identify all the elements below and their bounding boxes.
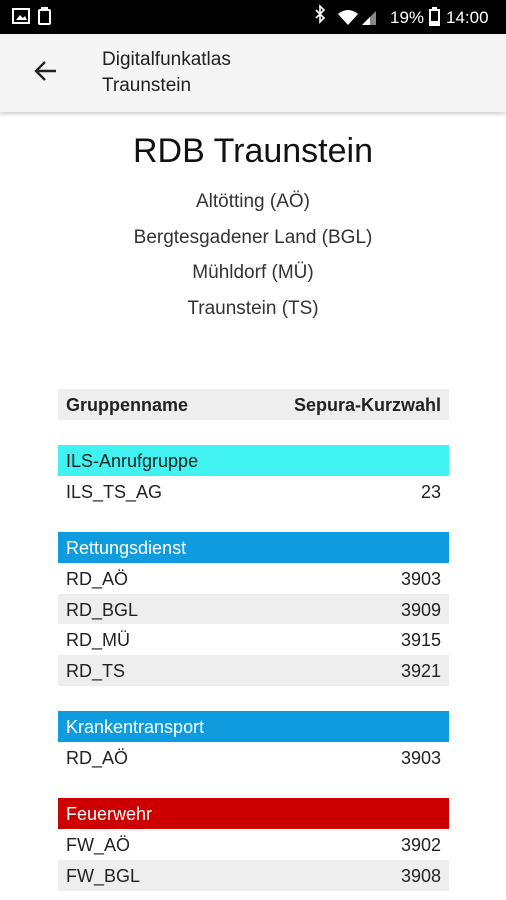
- group-cell: RD_AÖ: [66, 748, 129, 768]
- group-header: Feuerwehr: [58, 797, 449, 829]
- group-cell: FW_BGL: [66, 865, 141, 886]
- app-title: Digitalfunkatlas: [102, 49, 231, 70]
- group-name: Feuerwehr: [66, 803, 153, 824]
- table-row: RD_AÖ 3903: [58, 562, 449, 594]
- table-row: RD_BGL 3909: [58, 593, 449, 625]
- group-header: Rettungsdienst: [58, 531, 449, 563]
- group-cell: FW_AÖ: [66, 834, 131, 855]
- battery-icon: [429, 7, 440, 26]
- shortcode-cell: 3921: [400, 661, 441, 682]
- group-name: Rettungsdienst: [66, 537, 187, 558]
- app-title: Traunstein: [102, 75, 192, 96]
- group-cell: ILS_TS_AG: [66, 482, 163, 502]
- table-row: RD_MÜ 3915: [58, 624, 449, 656]
- shortcode-cell: 3909: [400, 599, 441, 620]
- group-cell: RD_BGL: [66, 599, 139, 620]
- group-name: Krankentransport: [66, 717, 205, 737]
- district: Mühldorf (MÜ): [192, 262, 314, 283]
- table-row: RD_AÖ 3903: [58, 742, 449, 773]
- group-header: ILS-Anrufgruppe: [58, 445, 449, 476]
- district: Altötting (AÖ): [195, 191, 311, 212]
- status-icons: [12, 7, 51, 25]
- group-cell: RD_AÖ: [66, 568, 129, 589]
- shortcode-cell: 3902: [400, 834, 441, 855]
- group-cell: RD_MÜ: [66, 630, 131, 651]
- status-icons-right: [315, 4, 376, 25]
- table-row: FW_BGL 3908: [58, 859, 449, 891]
- table-row: RD_TS 3921: [58, 655, 449, 687]
- shortcode-cell: 23: [420, 482, 441, 502]
- district: Traunstein (TS): [187, 297, 319, 319]
- district: Bergtesgadener Land (BGL): [133, 226, 373, 248]
- table-header: Gruppenname Sepura-Kurzwahl: [58, 389, 449, 420]
- column-header: Sepura-Kurzwahl: [293, 395, 441, 415]
- table-row: ILS_TS_AG 23: [58, 476, 449, 507]
- shortcode-cell: 3903: [400, 748, 441, 768]
- heading: RDB Traunstein: [133, 132, 373, 170]
- back-button[interactable]: [31, 57, 61, 87]
- shortcode-cell: 3903: [400, 568, 441, 589]
- clock: 14:00: [446, 8, 489, 27]
- battery-text: 19%: [390, 8, 425, 27]
- column-header: Gruppenname: [66, 395, 189, 415]
- shortcode-cell: 3915: [400, 630, 441, 651]
- group-header: Krankentransport: [58, 711, 449, 742]
- table-row: FW_AÖ 3902: [58, 828, 449, 860]
- group-cell: RD_TS: [66, 661, 126, 682]
- app-bar: Digitalfunkatlas Traunstein: [0, 34, 506, 112]
- group-name: ILS-Anrufgruppe: [66, 451, 199, 471]
- status-bar: 19% 14:00: [0, 0, 506, 34]
- shortcode-cell: 3908: [400, 865, 441, 886]
